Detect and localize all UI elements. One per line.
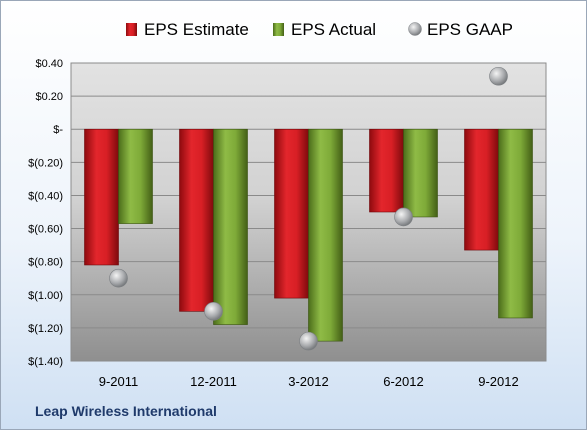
eps-gaap-marker (394, 207, 413, 227)
eps-actual-bar (403, 128, 438, 218)
gaap-markers (109, 66, 508, 351)
eps-estimate-bar (464, 128, 499, 251)
eps-estimate-bar (369, 128, 404, 213)
x-category-label: 9-2011 (99, 374, 139, 389)
legend-item: EPS Actual (273, 20, 376, 39)
eps-gaap-marker (489, 66, 508, 86)
y-tick-label: $(0.60) (28, 224, 63, 236)
y-tick-label: $- (53, 124, 63, 136)
legend-swatch (126, 23, 137, 36)
x-category-label: 12-2011 (190, 374, 237, 389)
eps-actual-bar (213, 128, 248, 325)
eps-actual-bar (118, 128, 153, 224)
eps-gaap-marker (299, 331, 318, 351)
legend-swatch (273, 23, 284, 36)
eps-estimate-bar (274, 128, 309, 299)
legend-item: EPS GAAP (408, 20, 513, 39)
y-tick-label: $(1.20) (28, 323, 63, 335)
eps-gaap-marker (204, 302, 223, 321)
x-category-label: 6-2012 (383, 374, 423, 389)
legend-swatch (408, 22, 422, 36)
eps-estimate-bar (179, 128, 214, 312)
legend-item: EPS Estimate (126, 20, 249, 39)
eps-actual-bar (308, 128, 343, 342)
y-tick-label: $(1.40) (28, 356, 63, 368)
y-tick-label: $(0.80) (28, 257, 63, 269)
x-axis-categories: 9-2011 12-2011 3-2012 6-2012 9-2012 (99, 374, 519, 389)
y-tick-label: $0.20 (35, 91, 63, 103)
legend-label: EPS Estimate (144, 20, 249, 39)
bars (84, 128, 533, 342)
x-category-label: 9-2012 (478, 374, 518, 389)
legend: EPS Estimate EPS Actual EPS GAAP (126, 20, 513, 39)
y-axis-ticks: $0.40 $0.20 $- $(0.20) $(0.40) $(0.60) $(0.80)… (28, 58, 63, 368)
legend-label: EPS Actual (291, 20, 376, 39)
y-tick-label: $(0.20) (28, 157, 63, 169)
x-category-label: 3-2012 (288, 374, 328, 389)
legend-label: EPS GAAP (427, 20, 513, 39)
y-tick-label: $0.40 (35, 58, 63, 70)
eps-estimate-bar (84, 128, 119, 266)
y-tick-label: $(1.00) (28, 290, 63, 302)
company-name: Leap Wireless International (35, 403, 217, 419)
eps-gaap-marker (109, 268, 128, 288)
y-tick-label: $(0.40) (28, 190, 63, 202)
eps-actual-bar (498, 128, 533, 319)
